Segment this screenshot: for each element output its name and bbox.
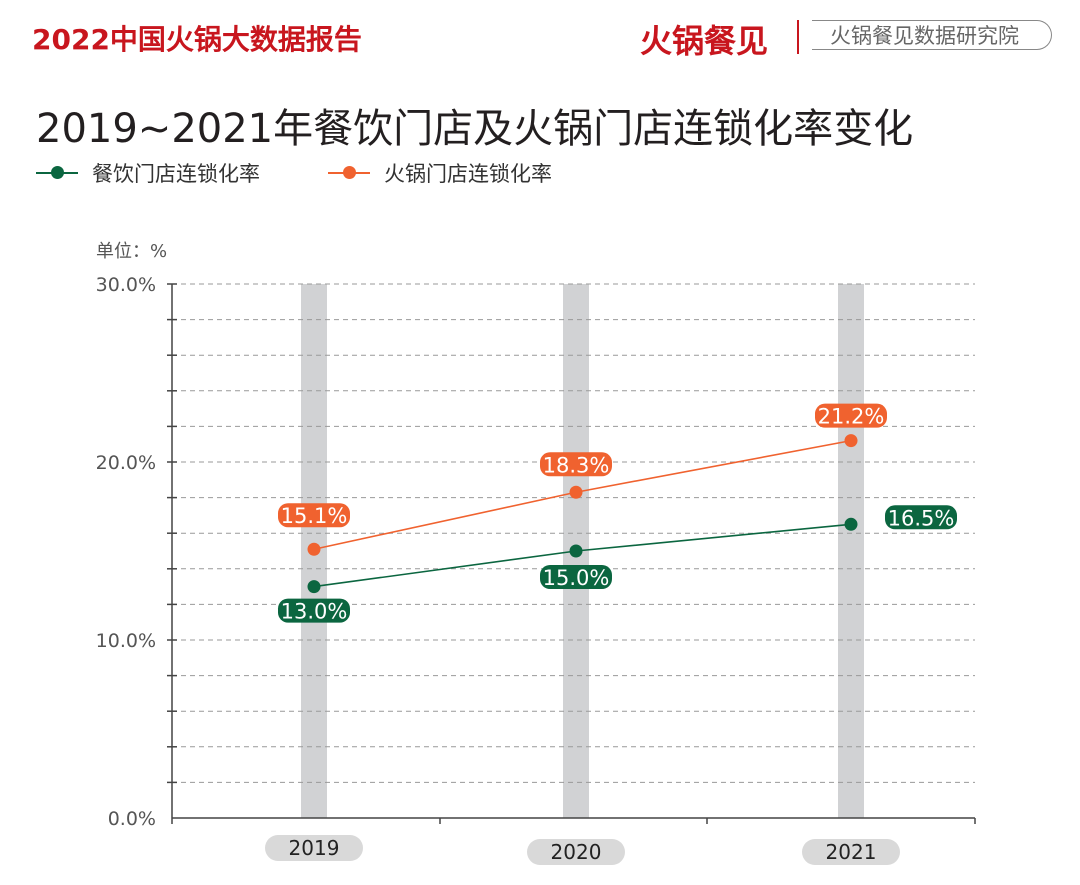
legend-item-restaurant: 餐饮门店连锁化率 <box>36 158 260 188</box>
data-label-bg <box>540 565 612 589</box>
y-tick-label: 10.0% <box>96 630 156 652</box>
x-tick-label: 2020 <box>551 840 602 864</box>
data-point <box>569 544 583 558</box>
unit-label: 单位：% <box>96 241 168 262</box>
x-tick-label: 2019 <box>289 836 340 860</box>
data-label-bg <box>885 505 957 530</box>
data-label-bg <box>815 403 887 428</box>
x-tick-label: 2021 <box>826 840 877 864</box>
y-tick-label: 20.0% <box>96 452 156 474</box>
category-pill <box>265 835 363 861</box>
data-label: 21.2% <box>818 405 885 429</box>
data-label: 15.0% <box>543 566 610 590</box>
report-title: 2022中国火锅大数据报告 <box>32 23 362 56</box>
brand-logo: 火锅餐见 <box>640 22 769 60</box>
data-label: 16.5% <box>888 506 955 530</box>
divider <box>797 20 799 54</box>
data-point <box>307 542 321 556</box>
institute-label: 火锅餐见数据研究院 <box>812 20 1052 50</box>
legend-swatch <box>36 166 78 179</box>
legend-label: 火锅门店连锁化率 <box>384 162 552 186</box>
category-band <box>838 284 864 818</box>
data-label-bg <box>540 452 612 477</box>
data-label-bg <box>278 598 350 623</box>
legend-item-hotpot: 火锅门店连锁化率 <box>328 158 552 188</box>
y-tick-label: 30.0% <box>96 274 156 296</box>
data-label-bg <box>278 503 350 528</box>
legend-label: 餐饮门店连锁化率 <box>92 162 260 186</box>
data-point <box>569 485 583 499</box>
data-label: 13.0% <box>281 600 348 624</box>
data-point <box>844 517 858 531</box>
data-label: 15.1% <box>281 504 348 528</box>
data-point <box>307 580 321 594</box>
y-tick-label: 0.0% <box>108 808 156 830</box>
category-pill <box>802 839 900 865</box>
chart-title: 2019~2021年餐饮门店及火锅门店连锁化率变化 <box>36 106 914 152</box>
data-point <box>844 434 858 448</box>
data-label: 18.3% <box>543 453 610 477</box>
legend-swatch <box>328 166 370 179</box>
category-pill <box>527 839 625 865</box>
